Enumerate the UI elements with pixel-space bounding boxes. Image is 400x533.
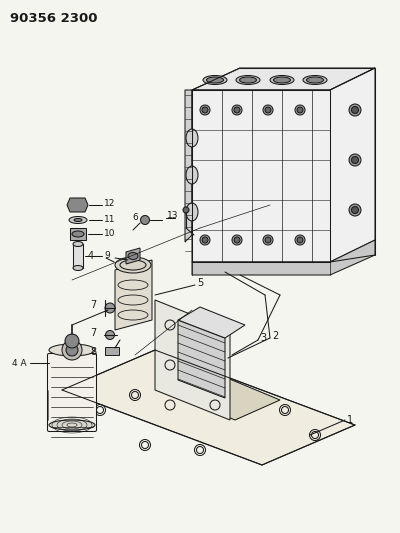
Circle shape <box>295 235 305 245</box>
Text: 2: 2 <box>272 331 278 341</box>
Ellipse shape <box>206 77 224 83</box>
Text: 5: 5 <box>197 278 203 288</box>
Ellipse shape <box>49 420 95 430</box>
Text: 4 A: 4 A <box>12 359 27 367</box>
Text: 7: 7 <box>90 300 96 310</box>
Polygon shape <box>192 68 375 262</box>
Circle shape <box>263 105 273 115</box>
Polygon shape <box>155 300 230 420</box>
Ellipse shape <box>73 265 83 271</box>
Circle shape <box>200 105 210 115</box>
Ellipse shape <box>186 203 198 221</box>
Ellipse shape <box>274 77 290 83</box>
Text: 7: 7 <box>90 328 96 338</box>
FancyBboxPatch shape <box>105 347 119 355</box>
Text: 8: 8 <box>90 347 96 357</box>
Ellipse shape <box>186 129 198 147</box>
Ellipse shape <box>72 231 84 237</box>
Polygon shape <box>175 375 280 420</box>
Ellipse shape <box>270 76 294 85</box>
Polygon shape <box>70 228 86 240</box>
Polygon shape <box>126 248 140 264</box>
Circle shape <box>352 206 358 214</box>
Polygon shape <box>73 244 83 268</box>
Text: 6: 6 <box>132 214 138 222</box>
Circle shape <box>265 107 271 113</box>
Polygon shape <box>178 320 225 398</box>
Ellipse shape <box>73 241 83 246</box>
Circle shape <box>297 237 303 243</box>
Text: 12: 12 <box>104 199 115 208</box>
Ellipse shape <box>240 77 256 83</box>
Circle shape <box>200 235 210 245</box>
FancyBboxPatch shape <box>48 353 96 432</box>
Polygon shape <box>115 260 152 330</box>
Circle shape <box>66 344 78 356</box>
Ellipse shape <box>115 257 151 273</box>
Circle shape <box>232 235 242 245</box>
Polygon shape <box>192 240 375 275</box>
Circle shape <box>62 340 82 360</box>
Text: 11: 11 <box>104 214 116 223</box>
Polygon shape <box>62 350 355 465</box>
Ellipse shape <box>69 216 87 223</box>
Circle shape <box>352 157 358 164</box>
Circle shape <box>234 107 240 113</box>
Circle shape <box>65 334 79 348</box>
Circle shape <box>105 303 115 313</box>
Text: 1: 1 <box>347 415 353 425</box>
Ellipse shape <box>186 166 198 184</box>
Ellipse shape <box>203 76 227 85</box>
Circle shape <box>140 215 150 224</box>
Circle shape <box>232 105 242 115</box>
Circle shape <box>202 107 208 113</box>
Circle shape <box>202 237 208 243</box>
Text: 10: 10 <box>104 229 116 238</box>
Circle shape <box>106 330 114 340</box>
Ellipse shape <box>74 219 82 222</box>
Circle shape <box>297 107 303 113</box>
Circle shape <box>349 154 361 166</box>
Text: 4: 4 <box>88 251 94 261</box>
Text: 90356 2300: 90356 2300 <box>10 12 98 25</box>
Polygon shape <box>185 90 192 242</box>
Polygon shape <box>192 68 375 90</box>
Polygon shape <box>67 198 88 212</box>
Circle shape <box>295 105 305 115</box>
Ellipse shape <box>128 253 138 260</box>
Ellipse shape <box>49 344 95 356</box>
Circle shape <box>265 237 271 243</box>
Circle shape <box>349 204 361 216</box>
Ellipse shape <box>306 77 324 83</box>
Ellipse shape <box>303 76 327 85</box>
Ellipse shape <box>236 76 260 85</box>
Circle shape <box>349 104 361 116</box>
Circle shape <box>263 235 273 245</box>
Text: 3: 3 <box>260 333 266 343</box>
Text: 13: 13 <box>167 212 178 221</box>
Circle shape <box>234 237 240 243</box>
Circle shape <box>183 207 189 213</box>
Text: 9: 9 <box>104 251 110 260</box>
Circle shape <box>352 107 358 114</box>
Polygon shape <box>178 307 245 338</box>
